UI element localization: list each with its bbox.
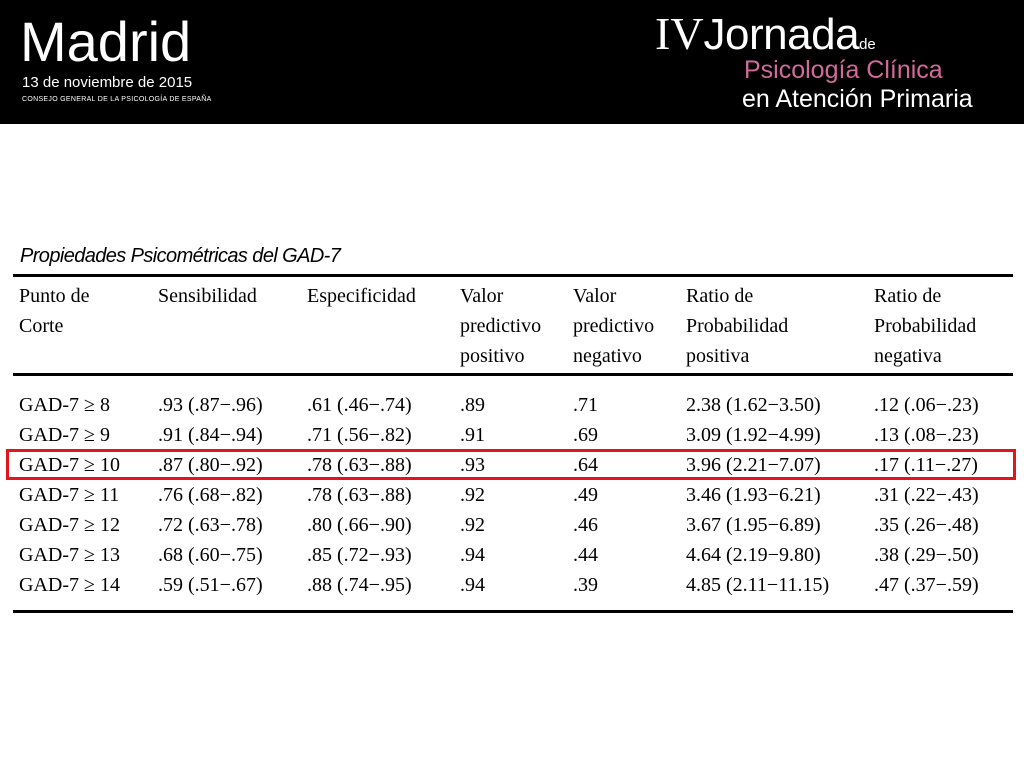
table-cell: 3.46 (1.93−6.21) bbox=[686, 484, 821, 506]
header-row: Punto de Corte Sensibilidad Especificidad V… bbox=[13, 275, 1013, 375]
table-cell: 2.38 (1.62−3.50) bbox=[686, 394, 821, 416]
table-cell: GAD-7 ≥ 11 bbox=[19, 484, 120, 506]
table-cell: .39 bbox=[573, 574, 598, 596]
table-cell: .94 bbox=[460, 574, 485, 596]
table-cell: .46 bbox=[573, 514, 598, 536]
table-cell: .78 (.63−.88) bbox=[307, 484, 412, 506]
event-subtitle-line2: en Atención Primaria bbox=[742, 85, 973, 113]
table-row: GAD-7 ≥ 13 .68 (.60−.75) .85 (.72−.93) .94.… bbox=[13, 540, 1013, 570]
table-cell: .17 (.11−.27) bbox=[874, 454, 978, 476]
table-cell: .12 (.06−.23) bbox=[874, 394, 979, 416]
table-cell: GAD-7 ≥ 14 bbox=[19, 574, 120, 596]
table-cell: .69 bbox=[573, 424, 598, 446]
table-cell: .47 (.37−.59) bbox=[874, 574, 979, 596]
table-cell: .31 (.22−.43) bbox=[874, 484, 979, 506]
table-cell: .92 bbox=[460, 484, 485, 506]
table-body: GAD-7 ≥ 8 .93 (.87−.96) .61 (.46−.74) .89 .7… bbox=[13, 375, 1013, 612]
column-header: Valor predictivo positivo bbox=[460, 285, 542, 367]
table-cell: GAD-7 ≥ 10 bbox=[19, 454, 120, 476]
table-cell: 4.85 (2.11−11.15) bbox=[686, 574, 830, 596]
table-cell: GAD-7 ≥ 8 bbox=[19, 394, 110, 416]
table-cell: .91 (.84−.94) bbox=[158, 424, 263, 446]
event-date: 13 de noviembre de 2015 bbox=[22, 74, 193, 91]
table-cell: .78 (.63−.88) bbox=[307, 454, 412, 476]
table-cell: .49 bbox=[573, 484, 598, 506]
table-cell: .93 (.87−.96) bbox=[158, 394, 263, 416]
table-row: GAD-7 ≥ 14 .59 (.51−.67) .88 (.74−.95) .94.… bbox=[13, 570, 1013, 612]
event-number: IV bbox=[655, 8, 704, 59]
table-cell: 3.96 (2.21−7.07) bbox=[686, 454, 821, 476]
table-cell: 3.09 (1.92−4.99) bbox=[686, 424, 821, 446]
column-header: Valor predictivo negativo bbox=[573, 285, 655, 367]
table-cell: 3.67 (1.95−6.89) bbox=[686, 514, 821, 536]
psychometric-table: Punto de Corte Sensibilidad Especificidad V… bbox=[13, 274, 1013, 613]
table-cell: .38 (.29−.50) bbox=[874, 544, 979, 566]
table-cell: .76 (.68−.82) bbox=[158, 484, 263, 506]
column-header: Ratio de Probabilidad positiva bbox=[686, 285, 789, 367]
table-header: Punto de Corte Sensibilidad Especificidad V… bbox=[13, 275, 1013, 375]
column-header: Ratio de Probabilidad negativa bbox=[874, 285, 977, 367]
table-cell: GAD-7 ≥ 9 bbox=[19, 424, 110, 446]
table-cell: .94 bbox=[460, 544, 485, 566]
column-header: Punto de Corte bbox=[19, 285, 90, 337]
table-cell: .68 (.60−.75) bbox=[158, 544, 263, 566]
column-header: Sensibilidad bbox=[158, 285, 257, 307]
header-banner: Madrid 13 de noviembre de 2015 CONSEJO G… bbox=[0, 0, 1024, 124]
table-cell: .72 (.63−.78) bbox=[158, 514, 263, 536]
table-caption: Propiedades Psicométricas del GAD-7 bbox=[20, 245, 341, 267]
column-header: Especificidad bbox=[307, 285, 416, 307]
table-cell: GAD-7 ≥ 13 bbox=[19, 544, 120, 566]
event-word: Jornada bbox=[703, 10, 860, 59]
city-title: Madrid bbox=[20, 10, 192, 73]
table-cell: .85 (.72−.93) bbox=[307, 544, 412, 566]
table-row: GAD-7 ≥ 8 .93 (.87−.96) .61 (.46−.74) .89 .7… bbox=[13, 375, 1013, 421]
organization-name: CONSEJO GENERAL DE LA PSICOLOGÍA DE ESPA… bbox=[22, 96, 212, 103]
table-row-highlighted: GAD-7 ≥ 10 .87 (.80−.92) .78 (.63−.88) .93.… bbox=[13, 450, 1013, 480]
table-cell: .93 bbox=[460, 454, 485, 476]
table-cell: .89 bbox=[460, 394, 485, 416]
table-cell: .87 (.80−.92) bbox=[158, 454, 263, 476]
table-cell: .71 bbox=[573, 394, 598, 416]
table-cell: .44 bbox=[573, 544, 598, 566]
event-title: IVJornadade bbox=[655, 8, 876, 71]
table-cell: .13 (.08−.23) bbox=[874, 424, 979, 446]
table-cell: GAD-7 ≥ 12 bbox=[19, 514, 120, 536]
table-cell: .64 bbox=[573, 454, 598, 476]
table-row: GAD-7 ≥ 12 .72 (.63−.78) .80 (.66−.90) .92.… bbox=[13, 510, 1013, 540]
table-cell: .71 (.56−.82) bbox=[307, 424, 412, 446]
table-row: GAD-7 ≥ 9 .91 (.84−.94) .71 (.56−.82) .91 .6… bbox=[13, 420, 1013, 450]
psychometric-table-container: Punto de Corte Sensibilidad Especificidad V… bbox=[13, 274, 1013, 613]
table-cell: .91 bbox=[460, 424, 485, 446]
table-cell: .88 (.74−.95) bbox=[307, 574, 412, 596]
table-cell: .92 bbox=[460, 514, 485, 536]
event-de: de bbox=[859, 36, 876, 53]
table-cell: .59 (.51−.67) bbox=[158, 574, 263, 596]
event-subtitle-line1: Psicología Clínica bbox=[744, 56, 943, 84]
table-cell: .35 (.26−.48) bbox=[874, 514, 979, 536]
table-cell: 4.64 (2.19−9.80) bbox=[686, 544, 821, 566]
table-cell: .61 (.46−.74) bbox=[307, 394, 412, 416]
table-row: GAD-7 ≥ 11 .76 (.68−.82) .78 (.63−.88) .92.… bbox=[13, 480, 1013, 510]
table-cell: .80 (.66−.90) bbox=[307, 514, 412, 536]
